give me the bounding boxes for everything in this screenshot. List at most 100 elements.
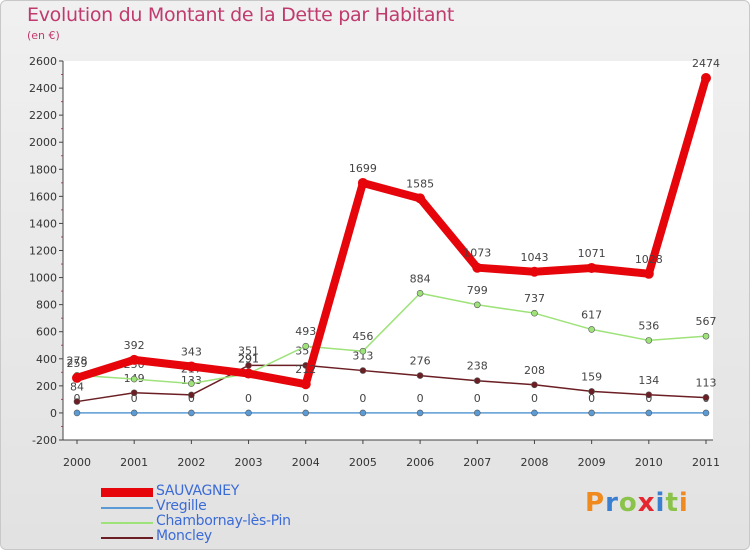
point-sauvagney-2002 <box>186 361 197 372</box>
legend-label-chambornay: Chambornay-lès-Pin <box>156 513 291 529</box>
data-label-vregille-2003: 0 <box>245 392 252 405</box>
point-chambornay-l-s-pin-2005 <box>359 347 367 355</box>
logo-letter: t <box>665 488 679 518</box>
data-label-chambornay-l-s-pin-2010: 536 <box>638 319 659 332</box>
data-label-chambornay-l-s-pin-2000: 278 <box>67 354 88 367</box>
point-sauvagney-2004 <box>300 379 311 390</box>
point-moncley-2003 <box>245 362 252 369</box>
point-moncley-2008 <box>531 381 538 389</box>
point-vregille-2010 <box>645 409 653 417</box>
data-label-sauvagney-2011: 2474 <box>692 57 720 70</box>
y-tick-label-4: 600 <box>36 326 57 339</box>
data-label-sauvagney-2005: 1699 <box>349 162 377 175</box>
y-tick-label-8: 1400 <box>29 217 57 230</box>
point-sauvagney-2009 <box>586 262 597 273</box>
data-label-chambornay-l-s-pin-2003: 291 <box>238 353 259 366</box>
data-label-sauvagney-2002: 343 <box>181 346 202 359</box>
data-label-vregille-2007: 0 <box>474 392 481 405</box>
legend-swatch-chambornay <box>101 522 153 524</box>
point-chambornay-l-s-pin-2010 <box>645 337 653 344</box>
data-label-moncley-2010: 134 <box>638 374 659 387</box>
point-chambornay-l-s-pin-2007 <box>473 301 481 309</box>
y-tick-label-13: 2400 <box>29 82 57 95</box>
series-line-moncley <box>76 364 707 403</box>
y-tick-label-3: 400 <box>36 353 57 366</box>
point-sauvagney-2006 <box>415 193 426 204</box>
x-tick-label-2001: 2001 <box>120 456 148 469</box>
point-sauvagney-2008 <box>529 266 540 277</box>
point-vregille-2008 <box>531 409 538 417</box>
data-label-vregille-2009: 0 <box>588 392 595 405</box>
point-sauvagney-2010 <box>643 268 654 279</box>
data-label-vregille-2006: 0 <box>417 392 424 405</box>
point-moncley-2002 <box>188 391 195 399</box>
data-label-moncley-2008: 208 <box>524 364 545 377</box>
point-vregille-2001 <box>130 409 138 417</box>
x-tick-label-2006: 2006 <box>406 456 434 469</box>
data-label-chambornay-l-s-pin-2005: 456 <box>352 330 373 343</box>
data-label-sauvagney-2009: 1071 <box>578 247 606 260</box>
data-label-moncley-2000: 84 <box>70 381 84 394</box>
data-label-chambornay-l-s-pin-2011: 567 <box>696 315 717 328</box>
proxiti-logo: Proxiti <box>585 488 689 518</box>
point-chambornay-l-s-pin-2006 <box>416 289 424 297</box>
point-sauvagney-2011 <box>701 73 711 84</box>
data-label-chambornay-l-s-pin-2009: 617 <box>581 308 602 321</box>
logo-letter: P <box>585 488 606 518</box>
point-moncley-2011 <box>702 394 710 401</box>
logo-letter: x <box>637 488 656 518</box>
data-label-sauvagney-2007: 1073 <box>463 247 491 260</box>
data-label-moncley-2003: 351 <box>238 344 259 357</box>
point-moncley-2005 <box>359 367 367 374</box>
x-tick-label-2010: 2010 <box>635 456 663 469</box>
legend-label-sauvagney: SAUVAGNEY <box>156 483 240 499</box>
chart-title: Evolution du Montant de la Dette par Hab… <box>27 4 455 26</box>
point-moncley-2001 <box>130 389 138 397</box>
legend-swatch-vregille <box>101 507 153 509</box>
legend-swatch-moncley <box>101 537 153 539</box>
point-vregille-2004 <box>302 409 310 417</box>
x-tick-label-2008: 2008 <box>520 456 548 469</box>
point-moncley-2007 <box>473 377 481 385</box>
data-label-sauvagney-2006: 1585 <box>406 177 434 190</box>
y-tick-label-10: 1800 <box>29 163 57 176</box>
plot-area <box>63 61 713 440</box>
series-line-chambornay-l-s-pin <box>76 292 707 385</box>
y-tick-label-0: -200 <box>32 434 57 447</box>
point-sauvagney-2001 <box>129 354 140 365</box>
logo-letter: i <box>678 488 689 518</box>
x-tick-label-2009: 2009 <box>578 456 606 469</box>
legend-label-vregille: Vregille <box>156 498 207 514</box>
data-label-chambornay-l-s-pin-2007: 799 <box>467 284 488 297</box>
chart-subtitle: (en €) <box>27 29 60 42</box>
point-sauvagney-2007 <box>472 262 483 273</box>
data-label-vregille-2004: 0 <box>302 392 309 405</box>
data-label-vregille-2002: 0 <box>188 392 195 405</box>
data-label-chambornay-l-s-pin-2008: 737 <box>524 292 545 305</box>
point-chambornay-l-s-pin-2002 <box>188 380 195 387</box>
point-sauvagney-2005 <box>357 177 368 188</box>
data-label-chambornay-l-s-pin-2004: 493 <box>295 325 316 338</box>
point-moncley-2006 <box>416 372 424 379</box>
logo-letter: o <box>618 488 638 518</box>
point-moncley-2000 <box>73 398 81 405</box>
y-tick-label-7: 1200 <box>29 245 57 258</box>
point-chambornay-l-s-pin-2008 <box>531 309 538 317</box>
point-moncley-2010 <box>645 391 653 399</box>
x-tick-label-2003: 2003 <box>235 456 263 469</box>
point-sauvagney-2003 <box>243 368 254 379</box>
data-label-moncley-2005: 313 <box>352 350 373 363</box>
point-vregille-2002 <box>188 409 195 417</box>
x-tick-label-2007: 2007 <box>463 456 491 469</box>
legend-label-moncley: Moncley <box>156 528 212 544</box>
data-label-sauvagney-2001: 392 <box>124 339 145 352</box>
point-chambornay-l-s-pin-2011 <box>702 332 710 340</box>
data-label-sauvagney-2010: 1028 <box>635 253 663 266</box>
data-label-moncley-2009: 159 <box>581 370 602 383</box>
y-tick-label-2: 200 <box>36 380 57 393</box>
point-vregille-2006 <box>416 409 424 417</box>
y-tick-label-14: 2600 <box>29 55 57 68</box>
data-label-moncley-2006: 276 <box>410 355 431 368</box>
